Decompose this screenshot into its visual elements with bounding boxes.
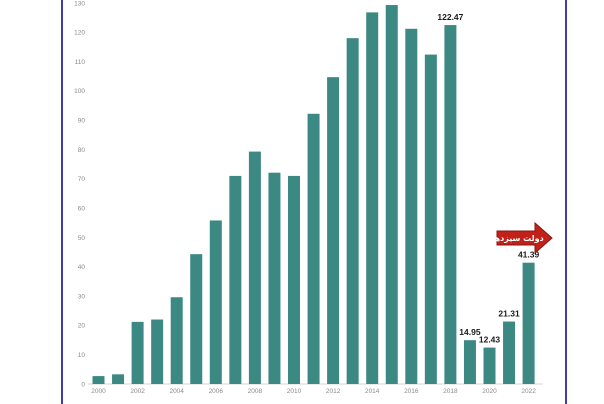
bar-2022 bbox=[522, 262, 535, 384]
bar-2012 bbox=[327, 77, 340, 384]
bar-2020 bbox=[483, 347, 496, 384]
annotation-label: دولت سیزدهم bbox=[488, 234, 543, 243]
bar-2013 bbox=[346, 38, 359, 385]
bars-group bbox=[92, 5, 535, 385]
bar-2018 bbox=[444, 25, 457, 384]
y-axis-ticks: 0 10 20 30 40 50 60 70 80 90 100 110 120 130 bbox=[74, 0, 85, 388]
data-label: 122.47 bbox=[437, 12, 463, 22]
bar-2021 bbox=[503, 321, 516, 384]
bar-2007 bbox=[229, 175, 242, 384]
x-tick-label: 2014 bbox=[365, 388, 380, 395]
x-tick-label: 2002 bbox=[130, 388, 145, 395]
x-axis-ticks: 2000 2002 2004 2006 2008 2010 2012 2014 2016 2018… bbox=[91, 388, 536, 395]
arrow-right-icon bbox=[496, 221, 553, 255]
bar-2003 bbox=[151, 319, 164, 384]
annotation-arrow: دولت سیزدهم bbox=[488, 221, 553, 255]
data-label: 12.43 bbox=[479, 335, 501, 345]
bar-2016 bbox=[405, 28, 418, 384]
bar-2002 bbox=[131, 321, 144, 384]
data-label: 14.95 bbox=[459, 327, 481, 337]
bar-2017 bbox=[424, 54, 437, 384]
y-tick-label: 40 bbox=[78, 264, 86, 271]
data-label: 41.39 bbox=[518, 250, 540, 260]
x-tick-label: 2022 bbox=[521, 388, 536, 395]
y-tick-label: 0 bbox=[81, 381, 85, 388]
y-tick-label: 120 bbox=[74, 30, 85, 37]
x-tick-label: 2006 bbox=[209, 388, 224, 395]
y-tick-label: 30 bbox=[78, 293, 86, 300]
bar-2005 bbox=[190, 254, 203, 384]
x-tick-label: 2012 bbox=[326, 388, 341, 395]
bar-2010 bbox=[288, 175, 300, 384]
bar-2015 bbox=[385, 5, 398, 384]
y-tick-label: 70 bbox=[78, 176, 86, 183]
x-tick-label: 2004 bbox=[169, 388, 184, 395]
x-tick-label: 2008 bbox=[248, 388, 263, 395]
x-tick-label: 2020 bbox=[482, 388, 497, 395]
y-tick-label: 130 bbox=[74, 0, 85, 7]
y-tick-label: 10 bbox=[78, 352, 86, 359]
bar-2019 bbox=[463, 340, 476, 384]
bar-2014 bbox=[366, 12, 379, 385]
data-label: 21.31 bbox=[498, 309, 520, 319]
y-tick-label: 60 bbox=[78, 205, 86, 212]
bar-2008 bbox=[248, 151, 261, 384]
x-tick-label: 2000 bbox=[91, 388, 106, 395]
y-tick-label: 20 bbox=[78, 323, 86, 330]
bar-2000 bbox=[92, 376, 105, 384]
bar-2009 bbox=[268, 172, 281, 384]
x-tick-label: 2010 bbox=[287, 388, 302, 395]
bar-2006 bbox=[209, 220, 222, 384]
y-tick-label: 50 bbox=[78, 235, 86, 242]
x-tick-label: 2018 bbox=[443, 388, 458, 395]
bar-2011 bbox=[307, 113, 320, 384]
y-tick-label: 90 bbox=[78, 118, 86, 125]
x-tick-label: 2016 bbox=[404, 388, 419, 395]
bar-2001 bbox=[112, 374, 125, 384]
y-tick-label: 80 bbox=[78, 147, 86, 154]
y-tick-label: 100 bbox=[74, 88, 85, 95]
y-tick-label: 110 bbox=[75, 59, 86, 66]
bar-2004 bbox=[170, 297, 183, 384]
